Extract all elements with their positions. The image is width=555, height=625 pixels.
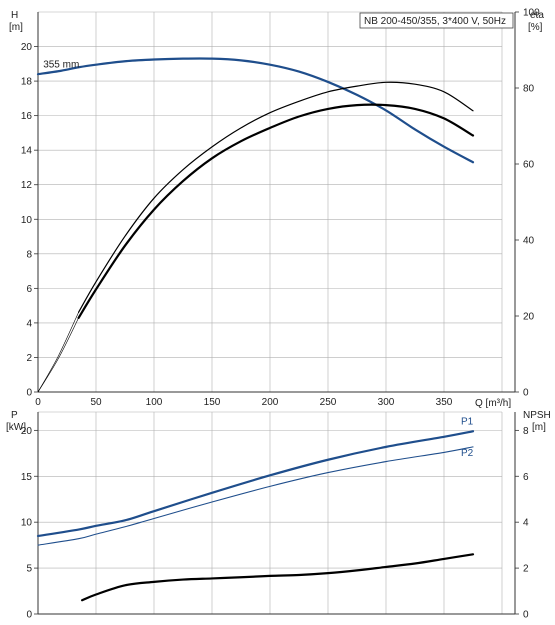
power-p1-curve	[36, 430, 475, 538]
left-tick-label: 0	[26, 610, 32, 621]
eta-axis-label: eta	[530, 10, 544, 21]
x-tick-label: 150	[204, 397, 221, 408]
right-tick-label: 40	[523, 236, 535, 247]
left-tick-label: 20	[21, 426, 33, 437]
eta-axis-unit: [%]	[528, 22, 543, 33]
npsh-curve	[80, 553, 475, 602]
right-tick-label: 8	[523, 426, 529, 437]
head-axis-unit: [m]	[9, 22, 23, 33]
lower-panel: P1 P2 0 5 10 15 20 0 2 4 6 8 P [kW] NPSH [m]	[6, 410, 551, 621]
x-tick-label: 50	[90, 397, 102, 408]
left-tick-label: 10	[21, 215, 33, 226]
power-axis-label: P	[11, 410, 18, 421]
upper-axes	[37, 12, 516, 393]
right-tick-label: 60	[523, 160, 535, 171]
upper-panel: 355 mm 0 50 100 150 200 250 300 350024681012141…	[9, 8, 544, 410]
x-tick-label: 350	[436, 397, 453, 408]
left-tick-label: 0	[26, 388, 32, 399]
lower-grid	[38, 411, 503, 614]
efficiency-curve-lower	[77, 103, 475, 319]
head-axis-label: H	[11, 10, 18, 21]
chart-title: NB 200-450/355, 3*400 V, 50Hz	[364, 16, 506, 27]
x-tick-label: 200	[262, 397, 279, 408]
efficiency-curve-lower-extension	[37, 317, 79, 393]
lower-ticks: 0 5 10 15 20 0 2 4 6 8	[21, 426, 529, 621]
left-tick-label: 4	[26, 318, 32, 329]
left-tick-label: 6	[26, 284, 32, 295]
npsh-axis-label: NPSH	[523, 410, 551, 421]
x-tick-label: 100	[146, 397, 163, 408]
lower-series: P1 P2	[36, 416, 475, 602]
left-tick-label: 18	[21, 77, 33, 88]
right-tick-label: 100	[523, 8, 540, 19]
efficiency-curve-upper-extension	[37, 312, 79, 393]
left-tick-label: 15	[21, 472, 33, 483]
right-tick-label: 20	[523, 312, 535, 323]
upper-ticks: 0 50 100 150 200 250 300 3500246810121416182002…	[21, 8, 540, 409]
left-tick-label: 12	[21, 180, 33, 191]
lower-axes	[37, 412, 516, 615]
power-axis-unit: [kW]	[6, 422, 26, 433]
left-tick-label: 5	[26, 564, 32, 575]
left-tick-label: 10	[21, 518, 33, 529]
left-tick-label: 20	[21, 42, 33, 53]
upper-grid	[38, 11, 503, 392]
right-tick-label: 6	[523, 472, 529, 483]
x-tick-label: 250	[320, 397, 337, 408]
right-tick-label: 0	[523, 610, 529, 621]
left-tick-label: 16	[21, 111, 33, 122]
efficiency-curve-upper	[78, 81, 474, 313]
right-tick-label: 4	[523, 518, 529, 529]
right-tick-label: 80	[523, 84, 535, 95]
head-curve-label: 355 mm	[43, 60, 79, 71]
title-box	[359, 12, 514, 29]
right-tick-label: 0	[523, 388, 529, 399]
flow-axis-label: Q [m³/h]	[475, 398, 511, 409]
left-tick-label: 2	[26, 353, 32, 364]
power-p2-curve	[37, 446, 474, 546]
left-tick-label: 8	[26, 249, 32, 260]
right-tick-label: 2	[523, 564, 529, 575]
head-curve	[36, 57, 475, 164]
upper-series: 355 mm	[36, 57, 475, 393]
x-tick-label: 300	[378, 397, 395, 408]
power-p2-curve-label: P2	[461, 448, 474, 459]
x-tick-label: 0	[35, 397, 41, 408]
npsh-axis-unit: [m]	[532, 422, 546, 433]
left-tick-label: 14	[21, 146, 33, 157]
power-p1-curve-label: P1	[461, 416, 474, 427]
